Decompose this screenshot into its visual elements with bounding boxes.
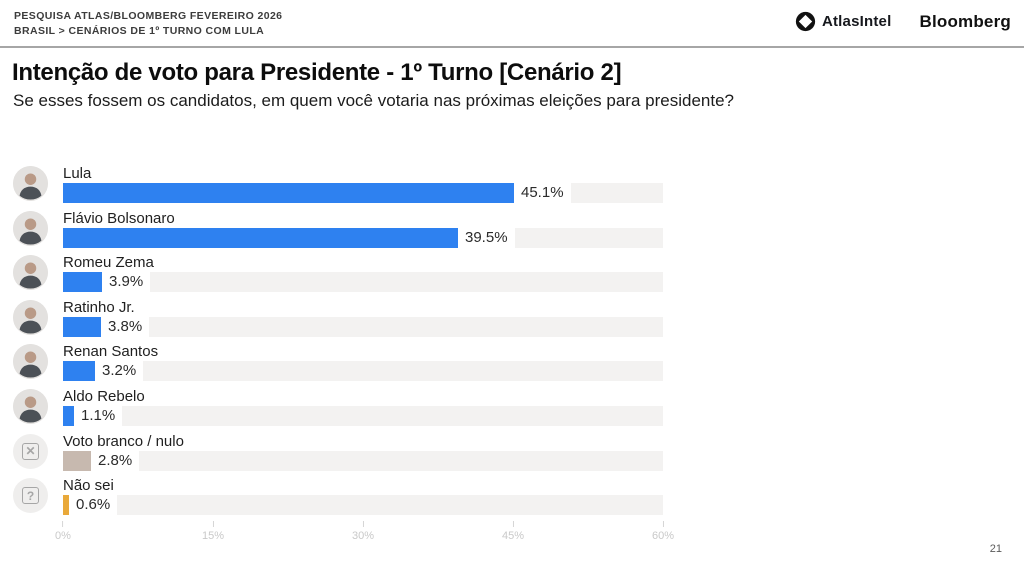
chart-row: Flávio Bolsonaro 39.5% [13,209,663,248]
bar-value-label: 3.8% [101,316,150,337]
atlasintel-mark-icon [795,11,816,32]
tick-label: 15% [201,530,225,542]
row-body: Aldo Rebelo 1.1% [63,387,663,426]
page-title: Intenção de voto para Presidente - 1º Tu… [12,59,622,86]
candidate-avatar [13,388,48,424]
candidate-name: Ratinho Jr. [63,298,135,316]
row-body: Flávio Bolsonaro 39.5% [63,209,663,248]
chart-row: Ratinho Jr. 3.8% [13,298,663,337]
blank-null-vote-icon: ✕ [13,433,48,469]
tick-mark [212,521,214,527]
candidate-name: Renan Santos [63,343,159,361]
bar-track: 3.8% [63,316,663,337]
x-axis-tick: 15% [202,521,224,542]
tick-label: 0% [55,530,71,542]
candidate-name: Lula [63,165,92,182]
x-axis-tick: 45% [502,521,524,542]
tick-label: 30% [351,530,375,542]
person-photo-icon [13,388,48,424]
tick-mark [362,521,364,527]
atlasintel-wordmark: AtlasIntel [821,13,892,30]
brand-logos: AtlasIntel Bloomberg [795,11,1011,32]
chart-row: Renan Santos 3.2% [13,342,663,382]
bar-value-label: 45.1% [514,183,571,203]
chart-rows: Lula 45.1% Flávio Bolsonaro 39.5% Romeu … [13,164,663,516]
bar-fill [63,227,458,248]
candidate-name: Flávio Bolsonaro [63,209,175,227]
question-subtitle: Se esses fossem os candidatos, em quem v… [13,91,734,110]
row-body: Lula 45.1% [63,164,663,203]
row-body: Voto branco / nulo 2.8% [63,432,663,471]
bar-value-label: 3.9% [102,272,151,293]
tick-mark [662,521,664,527]
candidate-name: Romeu Zema [63,254,154,272]
tick-mark [62,521,64,527]
person-photo-icon [13,210,48,246]
bloomberg-wordmark: Bloomberg [919,11,1011,31]
bar-fill [63,272,102,293]
row-body: Não sei 0.6% [63,476,663,516]
bar-track: 3.9% [63,272,663,293]
x-axis-tick: 30% [352,521,374,542]
tick-mark [512,521,514,527]
candidate-avatar [13,210,48,246]
report-kicker: PESQUISA ATLAS/BLOOMBERG FEVEREIRO 2026 … [14,9,282,39]
person-photo-icon [13,255,48,291]
bar-fill [63,450,91,471]
chart-row: Aldo Rebelo 1.1% [13,387,663,426]
bar-track: 39.5% [63,227,663,248]
bar-track: 0.6% [63,495,663,516]
candidate-name: Não sei [63,477,114,495]
atlasintel-logo: AtlasIntel [795,11,892,32]
person-photo-icon [13,344,48,380]
bar-value-label: 0.6% [69,495,118,516]
x-icon: ✕ [22,442,39,460]
row-body: Ratinho Jr. 3.8% [63,298,663,337]
header-divider [0,46,1024,48]
bar-fill [63,495,69,516]
person-photo-icon [13,166,48,201]
chart-row: Romeu Zema 3.9% [13,253,663,293]
candidate-avatar [13,166,48,201]
x-axis-tick: 60% [652,521,674,542]
bar-value-label: 1.1% [74,405,123,426]
bar-fill [63,183,514,203]
x-axis-tick: 0% [55,521,71,542]
dont-know-icon: ? [13,478,48,514]
bar-chart: Lula 45.1% Flávio Bolsonaro 39.5% Romeu … [13,164,663,521]
bar-value-label: 3.2% [95,361,144,382]
page-number: 21 [989,543,1002,555]
candidate-name: Aldo Rebelo [63,387,145,405]
question-icon: ? [22,487,39,505]
breadcrumb: BRASIL > CENÁRIOS DE 1º TURNO COM LULA [14,25,265,37]
candidate-avatar [13,255,48,291]
kicker-line-1: PESQUISA ATLAS/BLOOMBERG FEVEREIRO 2026 [14,10,283,22]
row-body: Romeu Zema 3.9% [63,253,663,293]
bar-track: 1.1% [63,405,663,426]
chart-row: ✕ Voto branco / nulo 2.8% [13,432,663,471]
tick-label: 60% [651,530,675,542]
chart-row: Lula 45.1% [13,164,663,203]
bar-fill [63,405,74,426]
bar-fill [63,361,95,382]
candidate-name: Voto branco / nulo [63,432,184,450]
candidate-avatar [13,344,48,380]
bar-track: 3.2% [63,361,663,382]
chart-row: ? Não sei 0.6% [13,476,663,516]
bar-value-label: 2.8% [91,450,140,471]
candidate-avatar [13,299,48,335]
bar-track: 2.8% [63,450,663,471]
x-axis: 0% 15% 30% 45% 60% [55,521,674,547]
row-body: Renan Santos 3.2% [63,342,663,382]
bar-value-label: 39.5% [458,227,515,248]
tick-label: 45% [501,530,525,542]
bar-fill [63,316,101,337]
bar-track: 45.1% [63,183,663,203]
person-photo-icon [13,299,48,335]
